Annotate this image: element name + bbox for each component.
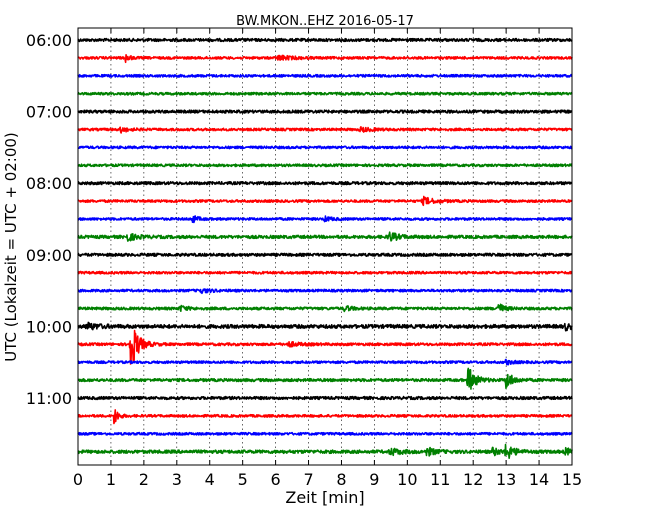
trace-line bbox=[77, 73, 573, 78]
x-tick-label: 6 bbox=[271, 470, 281, 489]
y-tick-label: 09:00 bbox=[26, 246, 72, 265]
trace-line bbox=[77, 195, 573, 207]
x-tick-label: 7 bbox=[303, 470, 313, 489]
trace-line bbox=[77, 53, 573, 64]
trace-line bbox=[77, 181, 573, 186]
trace-line bbox=[77, 367, 573, 390]
trace-line bbox=[77, 358, 573, 366]
y-tick-label: 11:00 bbox=[26, 389, 72, 408]
x-tick-label: 3 bbox=[172, 470, 182, 489]
trace-line bbox=[77, 270, 573, 275]
trace-line bbox=[77, 163, 573, 168]
x-tick-label: 12 bbox=[463, 470, 483, 489]
x-tick-label: 2 bbox=[139, 470, 149, 489]
vertical-grid bbox=[110, 28, 540, 465]
trace-line bbox=[77, 145, 573, 150]
trace-line bbox=[77, 231, 573, 242]
trace-line bbox=[77, 109, 573, 114]
chart-title: BW.MKON..EHZ 2016-05-17 bbox=[236, 14, 414, 29]
y-tick-label: 07:00 bbox=[26, 103, 72, 122]
trace-line bbox=[77, 126, 573, 134]
x-tick-label: 9 bbox=[369, 470, 379, 489]
x-tick-label: 11 bbox=[430, 470, 450, 489]
x-tick-label: 1 bbox=[106, 470, 116, 489]
trace-line bbox=[77, 215, 573, 224]
x-axis-ticks: 0 1 2 3 4 5 6 7 8 9 10 11 12 13 14 15 bbox=[73, 28, 582, 489]
y-tick-label: 10:00 bbox=[26, 317, 72, 336]
x-tick-label: 13 bbox=[496, 470, 516, 489]
y-tick-label: 08:00 bbox=[26, 174, 72, 193]
trace-line bbox=[77, 303, 573, 313]
trace-line bbox=[77, 329, 573, 365]
y-axis-ticks: 06:00 07:00 08:00 09:00 10:00 11:00 bbox=[26, 31, 572, 408]
trace-line bbox=[77, 288, 573, 295]
trace-line bbox=[77, 321, 573, 332]
trace-line bbox=[77, 91, 573, 96]
trace-line bbox=[77, 395, 573, 401]
x-tick-label: 5 bbox=[238, 470, 248, 489]
trace-line bbox=[77, 431, 573, 436]
y-tick-label: 06:00 bbox=[26, 31, 72, 50]
x-tick-label: 0 bbox=[73, 470, 83, 489]
y-axis-label: UTC (Lokalzeit = UTC + 02:00) bbox=[2, 132, 20, 362]
x-tick-label: 14 bbox=[529, 470, 549, 489]
trace-line bbox=[77, 37, 573, 43]
x-tick-label: 10 bbox=[397, 470, 417, 489]
trace-line bbox=[77, 443, 573, 460]
seismogram-traces bbox=[77, 37, 573, 460]
plot-frame bbox=[77, 27, 573, 466]
trace-line bbox=[77, 252, 573, 257]
x-tick-label: 15 bbox=[562, 470, 582, 489]
trace-line bbox=[77, 409, 573, 425]
x-tick-label: 4 bbox=[205, 470, 215, 489]
x-axis-label: Zeit [min] bbox=[285, 488, 364, 507]
x-tick-label: 8 bbox=[336, 470, 346, 489]
